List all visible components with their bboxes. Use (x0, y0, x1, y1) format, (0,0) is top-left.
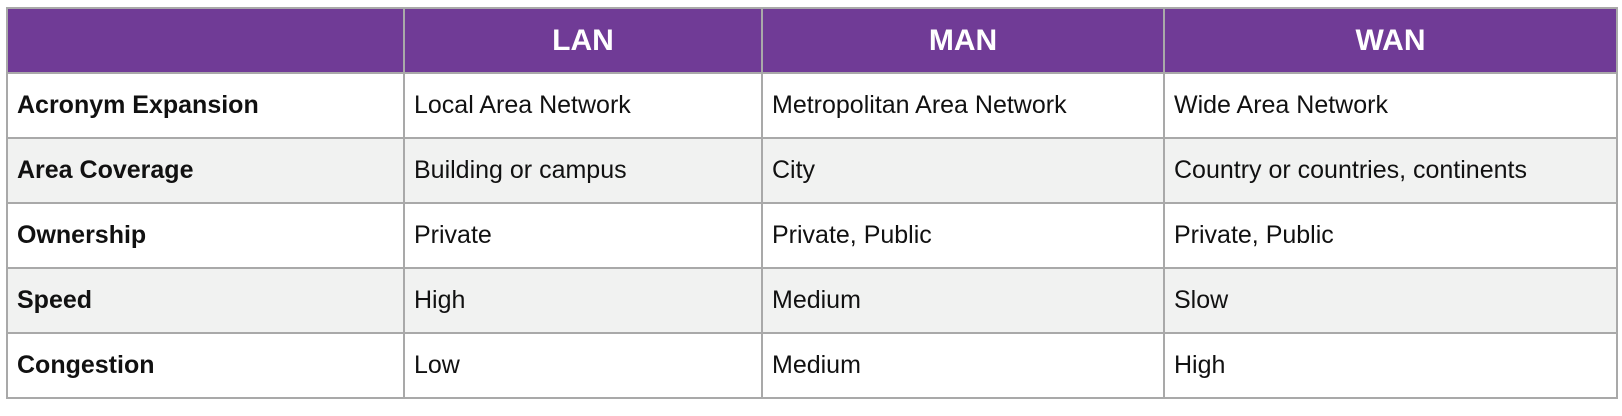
table-row: Acronym Expansion Local Area Network Met… (6, 72, 1618, 139)
row-label-congestion: Congestion (6, 332, 405, 399)
header-corner-cell (6, 7, 405, 74)
row-label-acronym-expansion: Acronym Expansion (6, 72, 405, 139)
header-man: MAN (761, 7, 1165, 74)
table-cell: High (1163, 332, 1618, 399)
row-label-speed: Speed (6, 267, 405, 334)
row-label-area-coverage: Area Coverage (6, 137, 405, 204)
header-row: LAN MAN WAN (6, 7, 1618, 74)
table-cell: Medium (761, 267, 1165, 334)
table-cell: Private, Public (1163, 202, 1618, 269)
table-row: Area Coverage Building or campus City Co… (6, 137, 1618, 204)
table-row: Congestion Low Medium High (6, 332, 1618, 399)
table-cell: Slow (1163, 267, 1618, 334)
row-label-ownership: Ownership (6, 202, 405, 269)
header-wan: WAN (1163, 7, 1618, 74)
table-cell: High (403, 267, 763, 334)
header-lan: LAN (403, 7, 763, 74)
table-cell: Country or countries, continents (1163, 137, 1618, 204)
table-cell: Low (403, 332, 763, 399)
table-cell: Medium (761, 332, 1165, 399)
table-cell: Metropolitan Area Network (761, 72, 1165, 139)
network-comparison-table: LAN MAN WAN Acronym Expansion Local Area… (6, 7, 1618, 399)
table-cell: Local Area Network (403, 72, 763, 139)
table-cell: Private, Public (761, 202, 1165, 269)
comparison-table-container: LAN MAN WAN Acronym Expansion Local Area… (6, 7, 1618, 399)
table-cell: Building or campus (403, 137, 763, 204)
table-row: Ownership Private Private, Public Privat… (6, 202, 1618, 269)
table-cell: Wide Area Network (1163, 72, 1618, 139)
table-cell: Private (403, 202, 763, 269)
table-cell: City (761, 137, 1165, 204)
table-row: Speed High Medium Slow (6, 267, 1618, 334)
